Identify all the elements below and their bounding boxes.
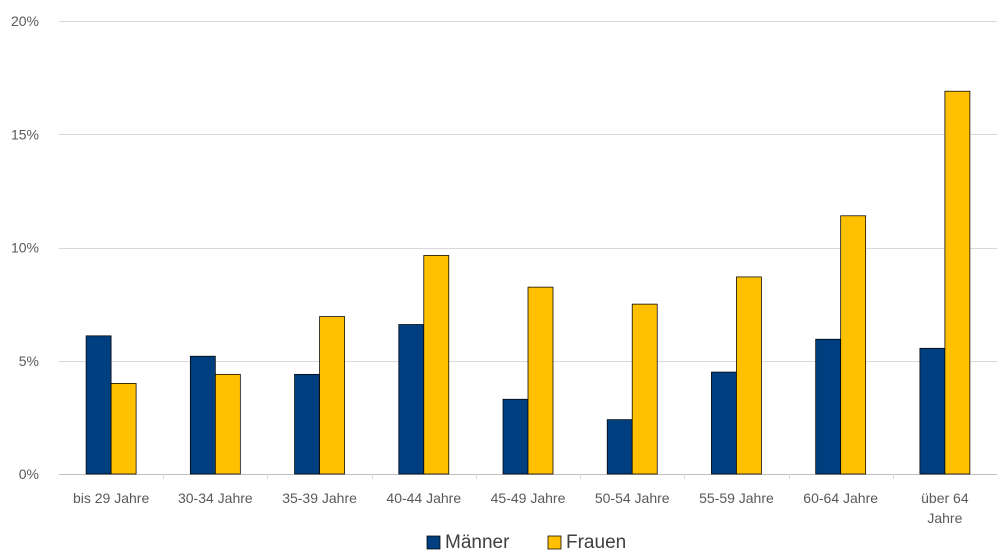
x-tick-label: 60-64 Jahre [803,490,878,506]
bar-frauen [631,303,658,475]
bar-maenner [502,398,529,475]
bar-frauen [214,373,241,475]
bar-maenner [711,371,737,475]
legend-label-maenner: Männer [445,532,510,552]
legend: Männer Frauen [426,532,626,552]
bar-maenner [294,373,320,475]
y-tick-label: 15% [11,126,39,142]
y-tick-label: 5% [19,353,39,369]
bar-maenner [919,347,946,475]
legend-swatch-frauen [547,535,562,550]
y-tick-label: 20% [11,13,39,29]
x-tick-label: 55-59 Jahre [699,490,774,506]
bars [85,90,971,475]
bar-maenner [189,355,216,475]
bar-maenner [398,324,425,475]
bar-frauen [319,316,345,475]
bar-frauen [527,286,554,475]
bar-maenner [606,419,633,475]
x-tick-label: 40-44 Jahre [386,490,461,506]
x-axis-tick-labels: bis 29 Jahre 30-34 Jahre 35-39 Jahre 40-44 … [73,490,969,526]
x-tick-label: 50-54 Jahre [595,490,670,506]
y-tick-label: 0% [19,466,39,482]
x-tick-label: über 64 Jahre [921,490,969,526]
bar-frauen [944,90,971,475]
y-tick-label: 10% [11,240,39,256]
x-tick-label: bis 29 Jahre [73,490,149,506]
y-axis-tick-labels: 0% 5% 10% 15% 20% [11,13,39,482]
legend-label-frauen: Frauen [566,532,626,552]
bar-frauen [423,255,450,475]
x-tick-label: 30-34 Jahre [178,490,253,506]
bar-frauen [840,215,867,475]
bar-maenner [85,335,112,475]
bar-frauen [110,383,137,475]
bar-frauen [736,276,762,475]
legend-swatch-maenner [426,535,441,550]
x-tick-label: 35-39 Jahre [282,490,357,506]
bar-maenner [815,338,842,475]
x-tick-label: 45-49 Jahre [491,490,566,506]
